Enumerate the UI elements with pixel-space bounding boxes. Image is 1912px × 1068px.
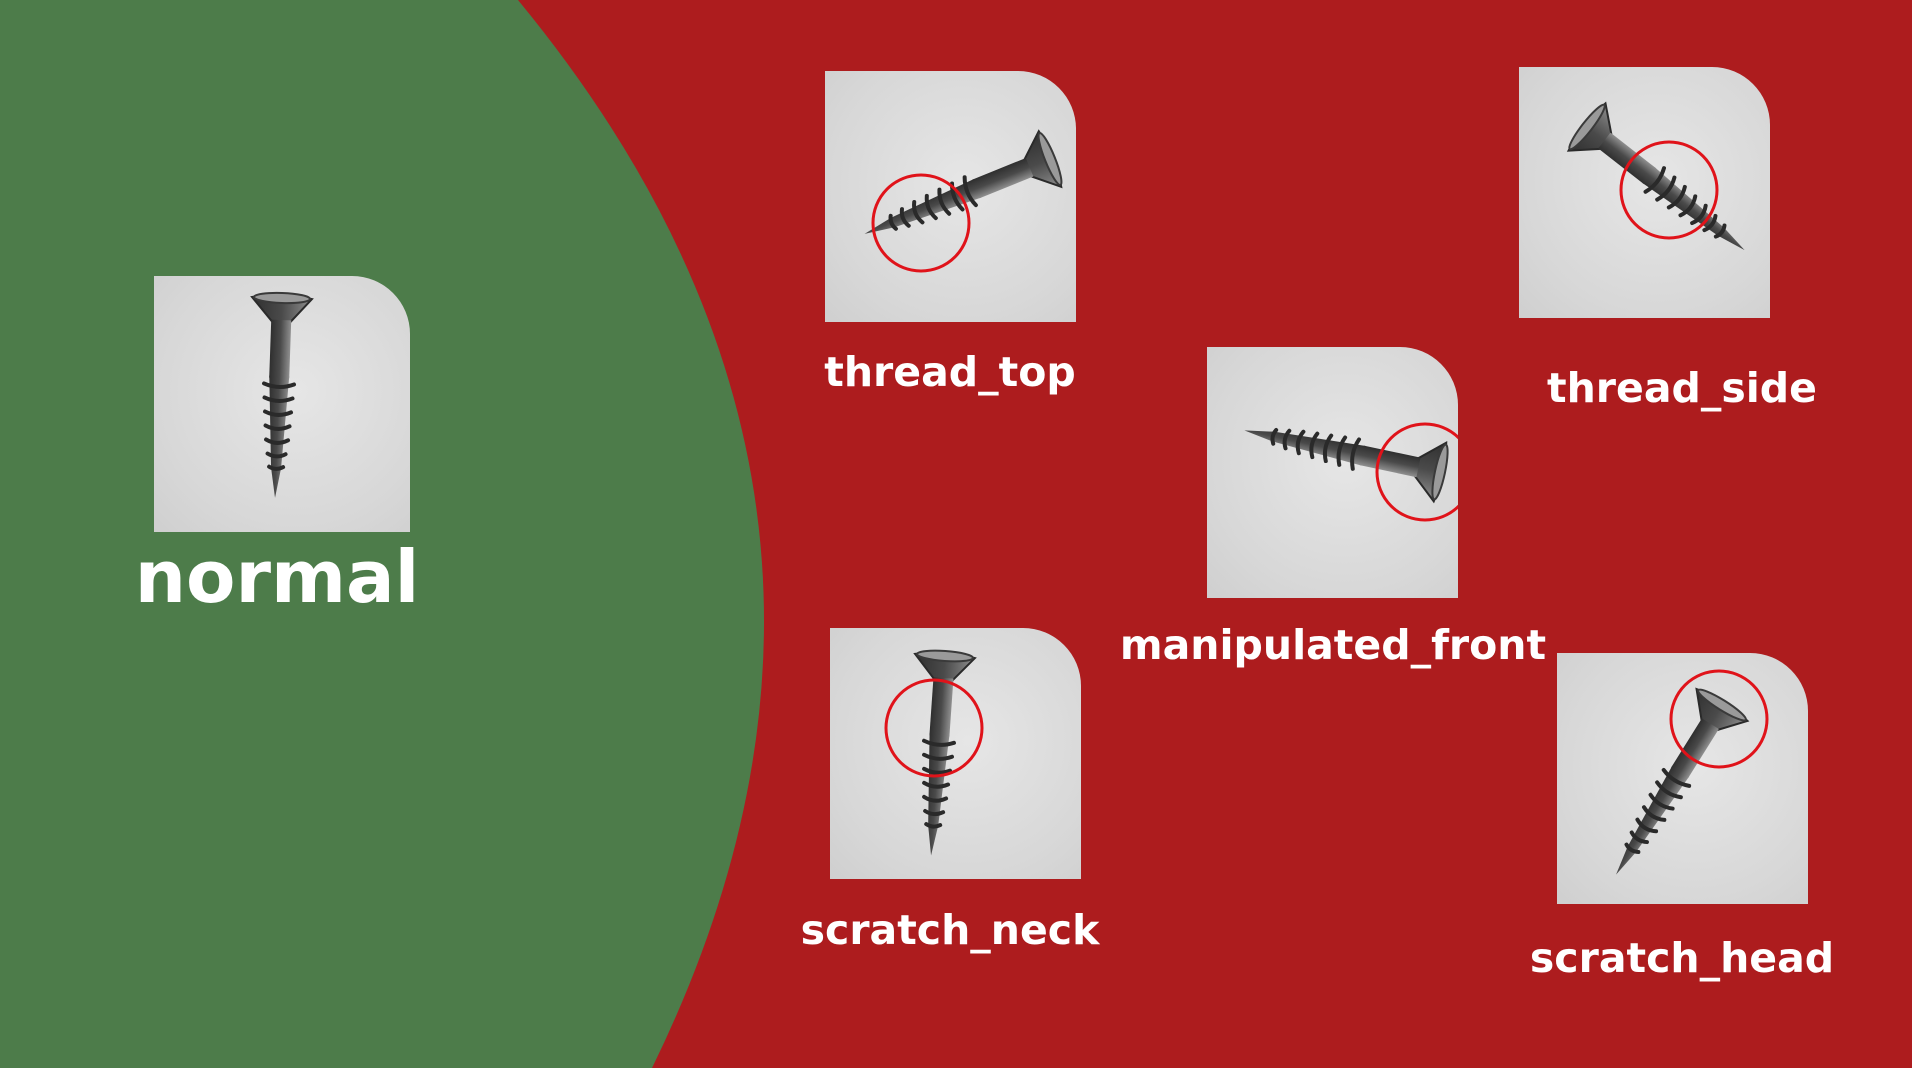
normal-label: normal [134,535,420,619]
scratch-neck-card [830,628,1081,879]
defect-marker-circle [884,678,984,778]
screw-image [1236,399,1458,522]
screw-image [1562,98,1766,276]
defect-marker-circle [1375,422,1458,522]
screw-image [851,127,1068,273]
manipulated-front-label: manipulated_front [1119,621,1547,669]
thread-side-label: thread_side [1547,364,1817,412]
normal-region [0,0,765,1068]
scratch-head-label: scratch_head [1529,934,1835,982]
thread-top-card [825,71,1076,322]
scratch-head-card [1557,653,1808,904]
defect-marker-circle [871,173,971,273]
screw-image [884,646,984,860]
defect-marker-circle [1669,669,1769,769]
thread-side-card [1519,67,1770,318]
manipulated-front-card [1207,347,1458,598]
defect-marker-circle [1619,140,1719,240]
normal-screw-card [154,276,410,532]
screw-image [1588,669,1769,893]
thread-top-label: thread_top [824,348,1076,396]
scratch-neck-label: scratch_neck [800,906,1100,954]
screw-image [154,276,410,532]
